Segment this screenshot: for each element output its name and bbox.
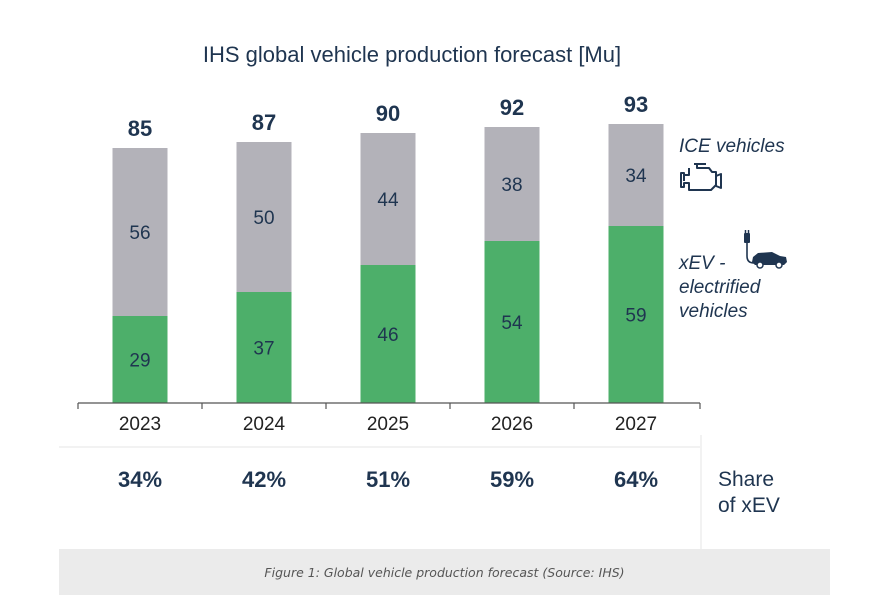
chart-title: IHS global vehicle production forecast [… [203, 42, 621, 67]
x-tick-label-2027: 2027 [615, 414, 657, 435]
legend-xev-label: xEV - electrified vehicles [678, 253, 766, 322]
share-value-2027: 64% [614, 467, 658, 492]
share-label-line-1: Share [718, 468, 774, 491]
data-label-xev-2027: 59 [625, 306, 646, 327]
share-value-2025: 51% [366, 467, 410, 492]
bar-ice-2026 [484, 127, 540, 241]
figure-caption: Figure 1: Global vehicle production fore… [264, 564, 625, 580]
legend-xev-line-3: vehicles [679, 301, 748, 322]
data-label-xev-2026: 54 [501, 313, 523, 334]
x-tick-label-2023: 2023 [119, 414, 161, 435]
figure-caption-box: Figure 1: Global vehicle production fore… [59, 549, 830, 595]
legend-xev-line-1: xEV - [678, 253, 725, 274]
bar-xev-2026 [484, 241, 540, 403]
legend-xev-line-2: electrified [679, 277, 762, 298]
total-label-2027: 93 [624, 92, 648, 117]
legend-ice-label: ICE vehicles [679, 136, 785, 157]
engine-icon [680, 163, 722, 191]
x-axis-labels: 2023 2024 2025 2026 2027 [119, 414, 657, 435]
bar-ice-2027 [608, 124, 664, 226]
total-label-2024: 87 [252, 110, 276, 135]
data-label-ice-2024: 50 [253, 208, 274, 229]
share-value-2026: 59% [490, 467, 534, 492]
data-label-xev-2024: 37 [253, 339, 274, 360]
chart: IHS global vehicle production forecast [… [59, 42, 787, 549]
share-label: Share of xEV [718, 468, 780, 517]
data-label-ice-2026: 38 [501, 175, 522, 196]
bar-xev-2025 [360, 265, 416, 403]
bar-xev-2023 [112, 316, 168, 403]
x-tick-label-2024: 2024 [243, 414, 286, 435]
bar-ice-2023 [112, 148, 168, 316]
bar-ice-2025 [360, 133, 416, 265]
data-label-xev-2025: 46 [377, 325, 398, 346]
data-label-ice-2025: 44 [377, 190, 399, 211]
share-value-2024: 42% [242, 467, 286, 492]
bars-group: 29 56 85 37 50 87 46 44 90 54 38 92 59 34 93 [112, 92, 664, 403]
x-tick-label-2025: 2025 [367, 414, 409, 435]
bar-ice-2024 [236, 142, 292, 292]
x-axis-ticks [77, 403, 701, 409]
data-label-ice-2023: 56 [129, 223, 150, 244]
x-tick-label-2026: 2026 [491, 414, 533, 435]
share-label-line-2: of xEV [718, 494, 780, 517]
bar-xev-2024 [236, 292, 292, 403]
data-label-xev-2023: 29 [129, 351, 150, 372]
data-label-ice-2027: 34 [625, 166, 647, 187]
share-value-2023: 34% [118, 467, 162, 492]
total-label-2025: 90 [376, 101, 400, 126]
electric-car-plug-icon [744, 230, 787, 269]
bar-xev-2027 [608, 226, 664, 403]
total-label-2026: 92 [500, 95, 524, 120]
share-values: 34% 42% 51% 59% 64% [118, 467, 658, 492]
total-label-2023: 85 [128, 116, 152, 141]
